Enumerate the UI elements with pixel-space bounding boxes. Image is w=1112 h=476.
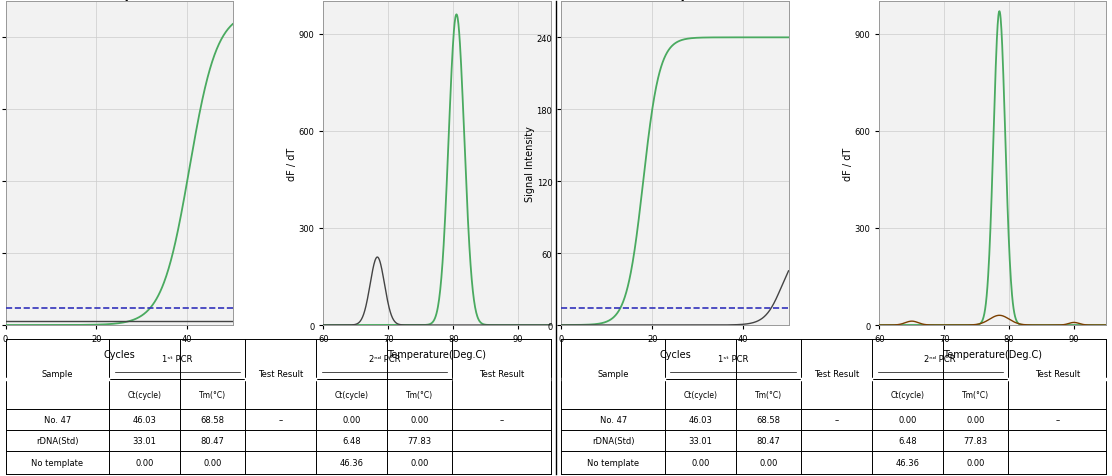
X-axis label: Cycles: Cycles <box>659 349 691 359</box>
Text: 46.36: 46.36 <box>895 458 920 466</box>
Title: Peak: Peak <box>975 0 1010 1</box>
Text: 46.03: 46.03 <box>688 415 713 424</box>
Text: Ct(cycle): Ct(cycle) <box>684 390 717 399</box>
Text: 1ˢᵗ PCR: 1ˢᵗ PCR <box>718 355 748 364</box>
Y-axis label: Signal Intensity: Signal Intensity <box>525 126 535 202</box>
Text: Ct(cycle): Ct(cycle) <box>891 390 924 399</box>
Text: –: – <box>279 415 282 424</box>
Text: 46.03: 46.03 <box>132 415 157 424</box>
Text: Sample: Sample <box>41 369 73 378</box>
Text: Ct(cycle): Ct(cycle) <box>335 390 369 399</box>
Text: 0.00: 0.00 <box>136 458 153 466</box>
Text: 46.36: 46.36 <box>339 458 364 466</box>
Text: 0.00: 0.00 <box>898 415 916 424</box>
Text: Tm(°C): Tm(°C) <box>962 390 990 399</box>
Text: 2ⁿᵈ PCR: 2ⁿᵈ PCR <box>924 355 956 364</box>
Text: 6.48: 6.48 <box>342 436 361 445</box>
Text: 0.00: 0.00 <box>203 458 221 466</box>
Text: 80.47: 80.47 <box>201 436 225 445</box>
Text: Test Result: Test Result <box>258 369 304 378</box>
Text: Test Result: Test Result <box>814 369 860 378</box>
Text: –: – <box>499 415 504 424</box>
Text: Test Result: Test Result <box>479 369 524 378</box>
Text: No. 47: No. 47 <box>599 415 627 424</box>
Text: 80.47: 80.47 <box>756 436 781 445</box>
X-axis label: Temperature(Deg.C): Temperature(Deg.C) <box>943 349 1042 359</box>
Text: 0.00: 0.00 <box>759 458 777 466</box>
Text: Sample: Sample <box>597 369 629 378</box>
Text: 1ˢᵗ PCR: 1ˢᵗ PCR <box>162 355 192 364</box>
Text: 68.58: 68.58 <box>200 415 225 424</box>
Text: Tm(°C): Tm(°C) <box>199 390 226 399</box>
Text: 77.83: 77.83 <box>964 436 987 445</box>
Text: 68.58: 68.58 <box>756 415 781 424</box>
Text: 33.01: 33.01 <box>132 436 157 445</box>
Text: Ct(cycle): Ct(cycle) <box>128 390 161 399</box>
Title: Amp: Amp <box>659 0 691 1</box>
Text: 0.00: 0.00 <box>410 415 429 424</box>
Y-axis label: dF / dT: dF / dT <box>287 147 297 180</box>
Text: 33.01: 33.01 <box>688 436 713 445</box>
Text: Tm(°C): Tm(°C) <box>406 390 434 399</box>
Text: 6.48: 6.48 <box>898 436 916 445</box>
Text: rDNA(Std): rDNA(Std) <box>36 436 79 445</box>
Text: –: – <box>834 415 838 424</box>
X-axis label: Temperature(Deg.C): Temperature(Deg.C) <box>387 349 487 359</box>
Text: 0.00: 0.00 <box>692 458 709 466</box>
X-axis label: Cycles: Cycles <box>103 349 135 359</box>
Text: 0.00: 0.00 <box>966 458 985 466</box>
Text: Tm(°C): Tm(°C) <box>755 390 782 399</box>
Title: Amp: Amp <box>103 0 135 1</box>
Text: 2ⁿᵈ PCR: 2ⁿᵈ PCR <box>368 355 400 364</box>
Text: 0.00: 0.00 <box>966 415 985 424</box>
Text: Test Result: Test Result <box>1035 369 1080 378</box>
Text: –: – <box>1055 415 1060 424</box>
Text: No. 47: No. 47 <box>43 415 71 424</box>
Text: rDNA(Std): rDNA(Std) <box>592 436 635 445</box>
Text: 0.00: 0.00 <box>410 458 429 466</box>
Text: 0.00: 0.00 <box>342 415 360 424</box>
Title: Peak: Peak <box>420 0 454 1</box>
Text: No template: No template <box>587 458 639 466</box>
Text: No template: No template <box>31 458 83 466</box>
Text: 77.83: 77.83 <box>408 436 431 445</box>
Y-axis label: dF / dT: dF / dT <box>843 147 853 180</box>
